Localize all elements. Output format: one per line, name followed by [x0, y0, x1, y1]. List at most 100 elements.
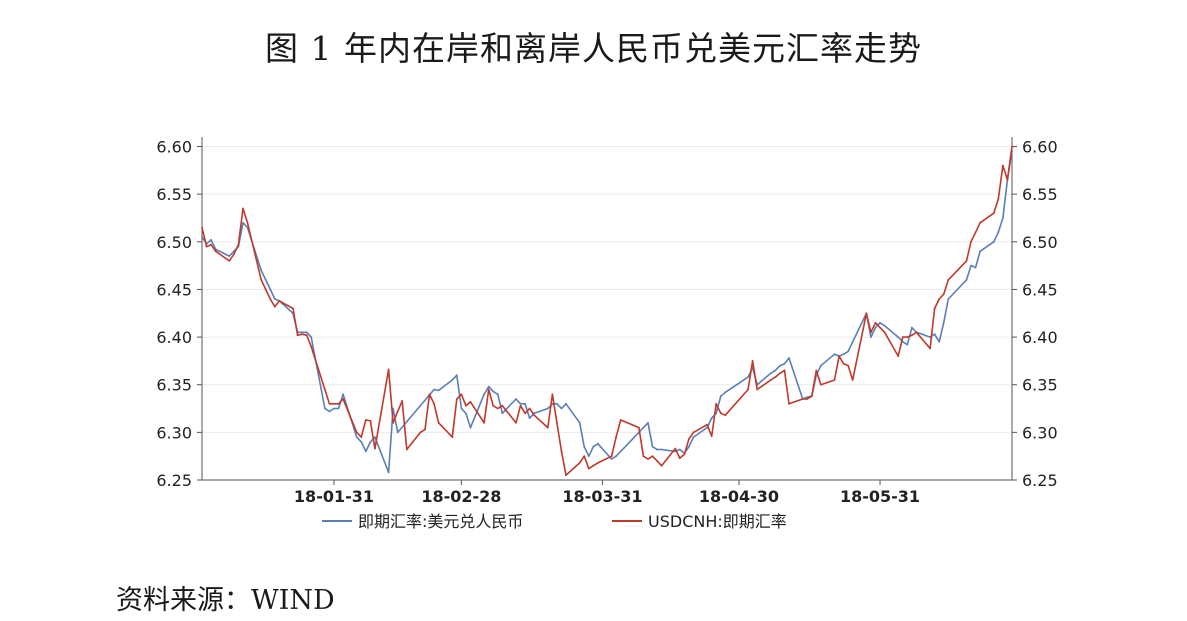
data-point [205, 245, 208, 248]
data-point [592, 445, 595, 448]
data-point [833, 353, 836, 356]
y-tick-label-left: 6.35 [156, 376, 192, 395]
exchange-rate-chart: 6.60 6.60 6.55 6.55 6.50 6.50 6.45 6.45 6.40 6.40… [156, 137, 1058, 531]
series-lines [201, 145, 1013, 477]
data-point [942, 293, 945, 296]
y-tick-label-left: 6.40 [156, 328, 192, 347]
data-point [838, 355, 840, 357]
data-point [396, 410, 399, 413]
data-point [619, 419, 622, 421]
data-point [719, 395, 722, 398]
data-point [979, 221, 981, 224]
data-point [560, 450, 563, 453]
data-point [237, 243, 240, 246]
series-1 [201, 150, 1013, 474]
data-point [619, 450, 622, 453]
data-point [419, 431, 422, 434]
data-point [874, 326, 877, 329]
data-point [1011, 145, 1013, 148]
data-point [214, 250, 217, 253]
data-point [337, 402, 340, 405]
data-point [847, 364, 850, 367]
data-point [788, 402, 790, 405]
y-tick-label-left: 6.60 [156, 138, 192, 157]
data-point [678, 448, 681, 451]
data-point [324, 388, 326, 391]
data-point [897, 355, 900, 357]
data-point [455, 398, 458, 400]
data-point [551, 393, 554, 396]
data-point [433, 402, 435, 405]
data-point [333, 402, 335, 405]
data-point [747, 376, 749, 378]
legend-label: USDCNH:即期汇率 [648, 512, 787, 531]
data-point [660, 464, 663, 467]
data-point [874, 321, 877, 324]
data-point [387, 471, 390, 474]
y-tick-label-right: 6.30 [1022, 423, 1058, 442]
data-point [519, 402, 522, 405]
data-point [801, 398, 804, 400]
data-point [929, 347, 931, 350]
data-point [465, 404, 467, 407]
data-point [210, 239, 213, 241]
data-point [674, 447, 677, 450]
data-point [901, 336, 904, 338]
data-point [906, 336, 909, 338]
data-point [360, 436, 363, 438]
data-point [310, 345, 313, 348]
data-point [301, 331, 303, 334]
data-point [756, 388, 759, 391]
data-point [374, 436, 376, 438]
data-point [342, 393, 344, 396]
data-point [610, 458, 613, 460]
data-point [769, 379, 772, 381]
data-point [260, 279, 263, 281]
data-point [678, 457, 681, 459]
data-point [355, 431, 358, 434]
data-point [469, 426, 472, 429]
data-point [524, 412, 526, 415]
data-point [647, 421, 649, 424]
data-point [938, 298, 941, 300]
data-point [842, 362, 845, 365]
data-point [688, 438, 690, 440]
data-point [747, 388, 749, 391]
data-point [865, 312, 868, 315]
data-point [273, 298, 276, 300]
data-point [933, 333, 936, 336]
data-point [328, 402, 331, 405]
data-point [405, 448, 408, 451]
data-point [515, 398, 517, 400]
data-point [556, 402, 558, 405]
data-point [597, 462, 599, 464]
data-point [278, 300, 281, 302]
data-point [692, 431, 695, 434]
data-point [651, 445, 654, 448]
data-point [469, 401, 472, 403]
data-point [638, 426, 640, 429]
data-point [492, 404, 495, 407]
data-point [1006, 179, 1009, 181]
data-point [751, 360, 754, 362]
data-point [911, 326, 913, 329]
data-point [565, 474, 567, 477]
data-point [546, 407, 549, 410]
data-point [656, 448, 658, 451]
data-point [587, 467, 590, 470]
data-point [437, 421, 440, 424]
data-point [487, 388, 490, 391]
data-point [460, 393, 463, 396]
data-point [820, 364, 822, 367]
y-tick-label-left: 6.55 [156, 185, 192, 204]
data-point [688, 445, 690, 448]
data-point [519, 404, 522, 407]
data-point [906, 343, 909, 346]
data-point [783, 362, 786, 365]
data-point [496, 393, 499, 396]
data-point [710, 435, 713, 438]
data-point [651, 455, 654, 458]
data-point [264, 279, 267, 281]
data-point [647, 458, 649, 460]
data-point [974, 231, 977, 234]
